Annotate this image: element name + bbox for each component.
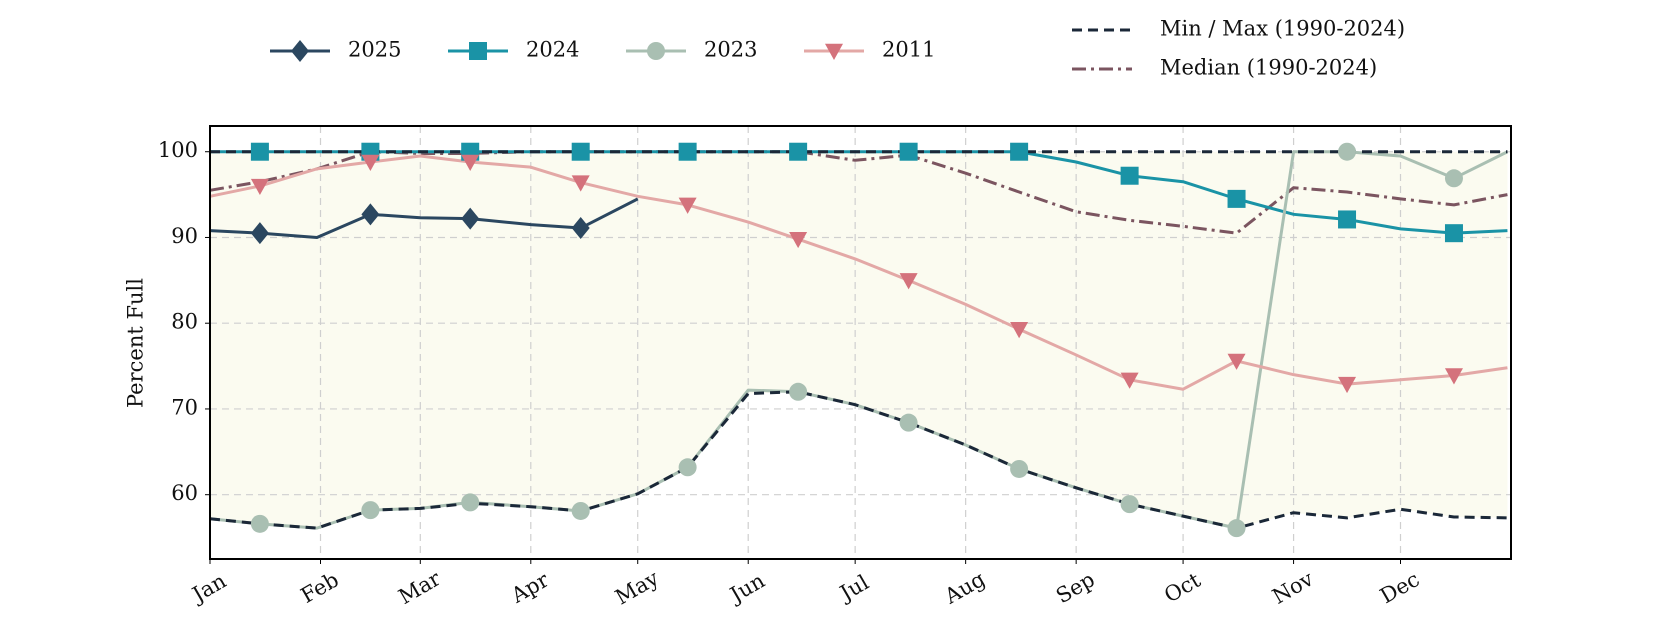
legend-label: 2011 [882,38,935,62]
marker [1227,353,1246,370]
marker [1227,189,1246,208]
marker [1120,372,1139,389]
x-tick-label: Jul [834,570,873,606]
x-tick-label: Oct [1160,568,1205,608]
x-tick-label: Mar [394,566,445,609]
marker [647,42,665,60]
marker [571,142,590,161]
marker [361,203,380,226]
marker [469,42,487,60]
y-tick-label: 70 [171,395,198,419]
marker [789,142,808,161]
min-line [209,390,1508,530]
x-tick-label: Jan [187,569,231,608]
marker [461,207,480,230]
legend-label: 2023 [704,38,757,62]
x-tick-label: Dec [1376,567,1424,608]
marker [1338,210,1357,229]
legend-label: 2024 [526,38,579,62]
x-tick-label: Sep [1052,567,1099,608]
marker [461,154,480,172]
y-tick-label: 80 [171,310,198,334]
marker [250,514,269,533]
marker [825,43,843,60]
marker [1010,322,1029,339]
series-line [209,154,1508,391]
marker [1120,495,1139,514]
x-tick-label: Aug [940,567,989,609]
marker [678,142,697,161]
marker [1444,224,1463,243]
marker [1338,376,1357,394]
marker [1227,519,1246,538]
marker [1338,142,1357,161]
x-tick-label: Feb [297,567,343,607]
marker [899,413,918,432]
marker [899,142,918,161]
y-tick-label: 100 [158,138,198,162]
marker [1010,142,1029,161]
x-tick-label: May [611,566,663,610]
x-tick-label: Jun [724,568,768,608]
y-tick-label: 90 [171,224,198,248]
marker [1444,368,1463,385]
marker [678,197,697,214]
x-tick-label: Nov [1268,567,1317,609]
marker [361,501,380,520]
y-tick-label: 60 [171,481,198,505]
plot-frame [209,125,1512,560]
marker [1120,166,1139,185]
legend-label: Min / Max (1990-2024) [1160,17,1405,41]
marker [1010,459,1029,478]
marker [1444,169,1463,188]
marker [250,142,269,161]
marker [361,154,380,172]
median-line [209,150,1508,235]
marker [789,382,808,401]
marker [899,273,918,290]
x-tick-label: Apr [506,567,553,608]
marker [461,493,480,512]
marker [250,178,269,196]
marker [789,231,808,249]
legend-label: 2025 [348,38,401,62]
range-fill [210,151,1508,529]
marker [571,175,590,192]
marker [291,40,309,62]
legend-label: Median (1990-2024) [1160,56,1377,80]
marker [571,217,590,240]
marker [571,501,590,520]
marker [250,222,269,245]
series-line [209,197,639,239]
y-axis-label: Percent Full [124,278,148,408]
marker [678,458,697,477]
